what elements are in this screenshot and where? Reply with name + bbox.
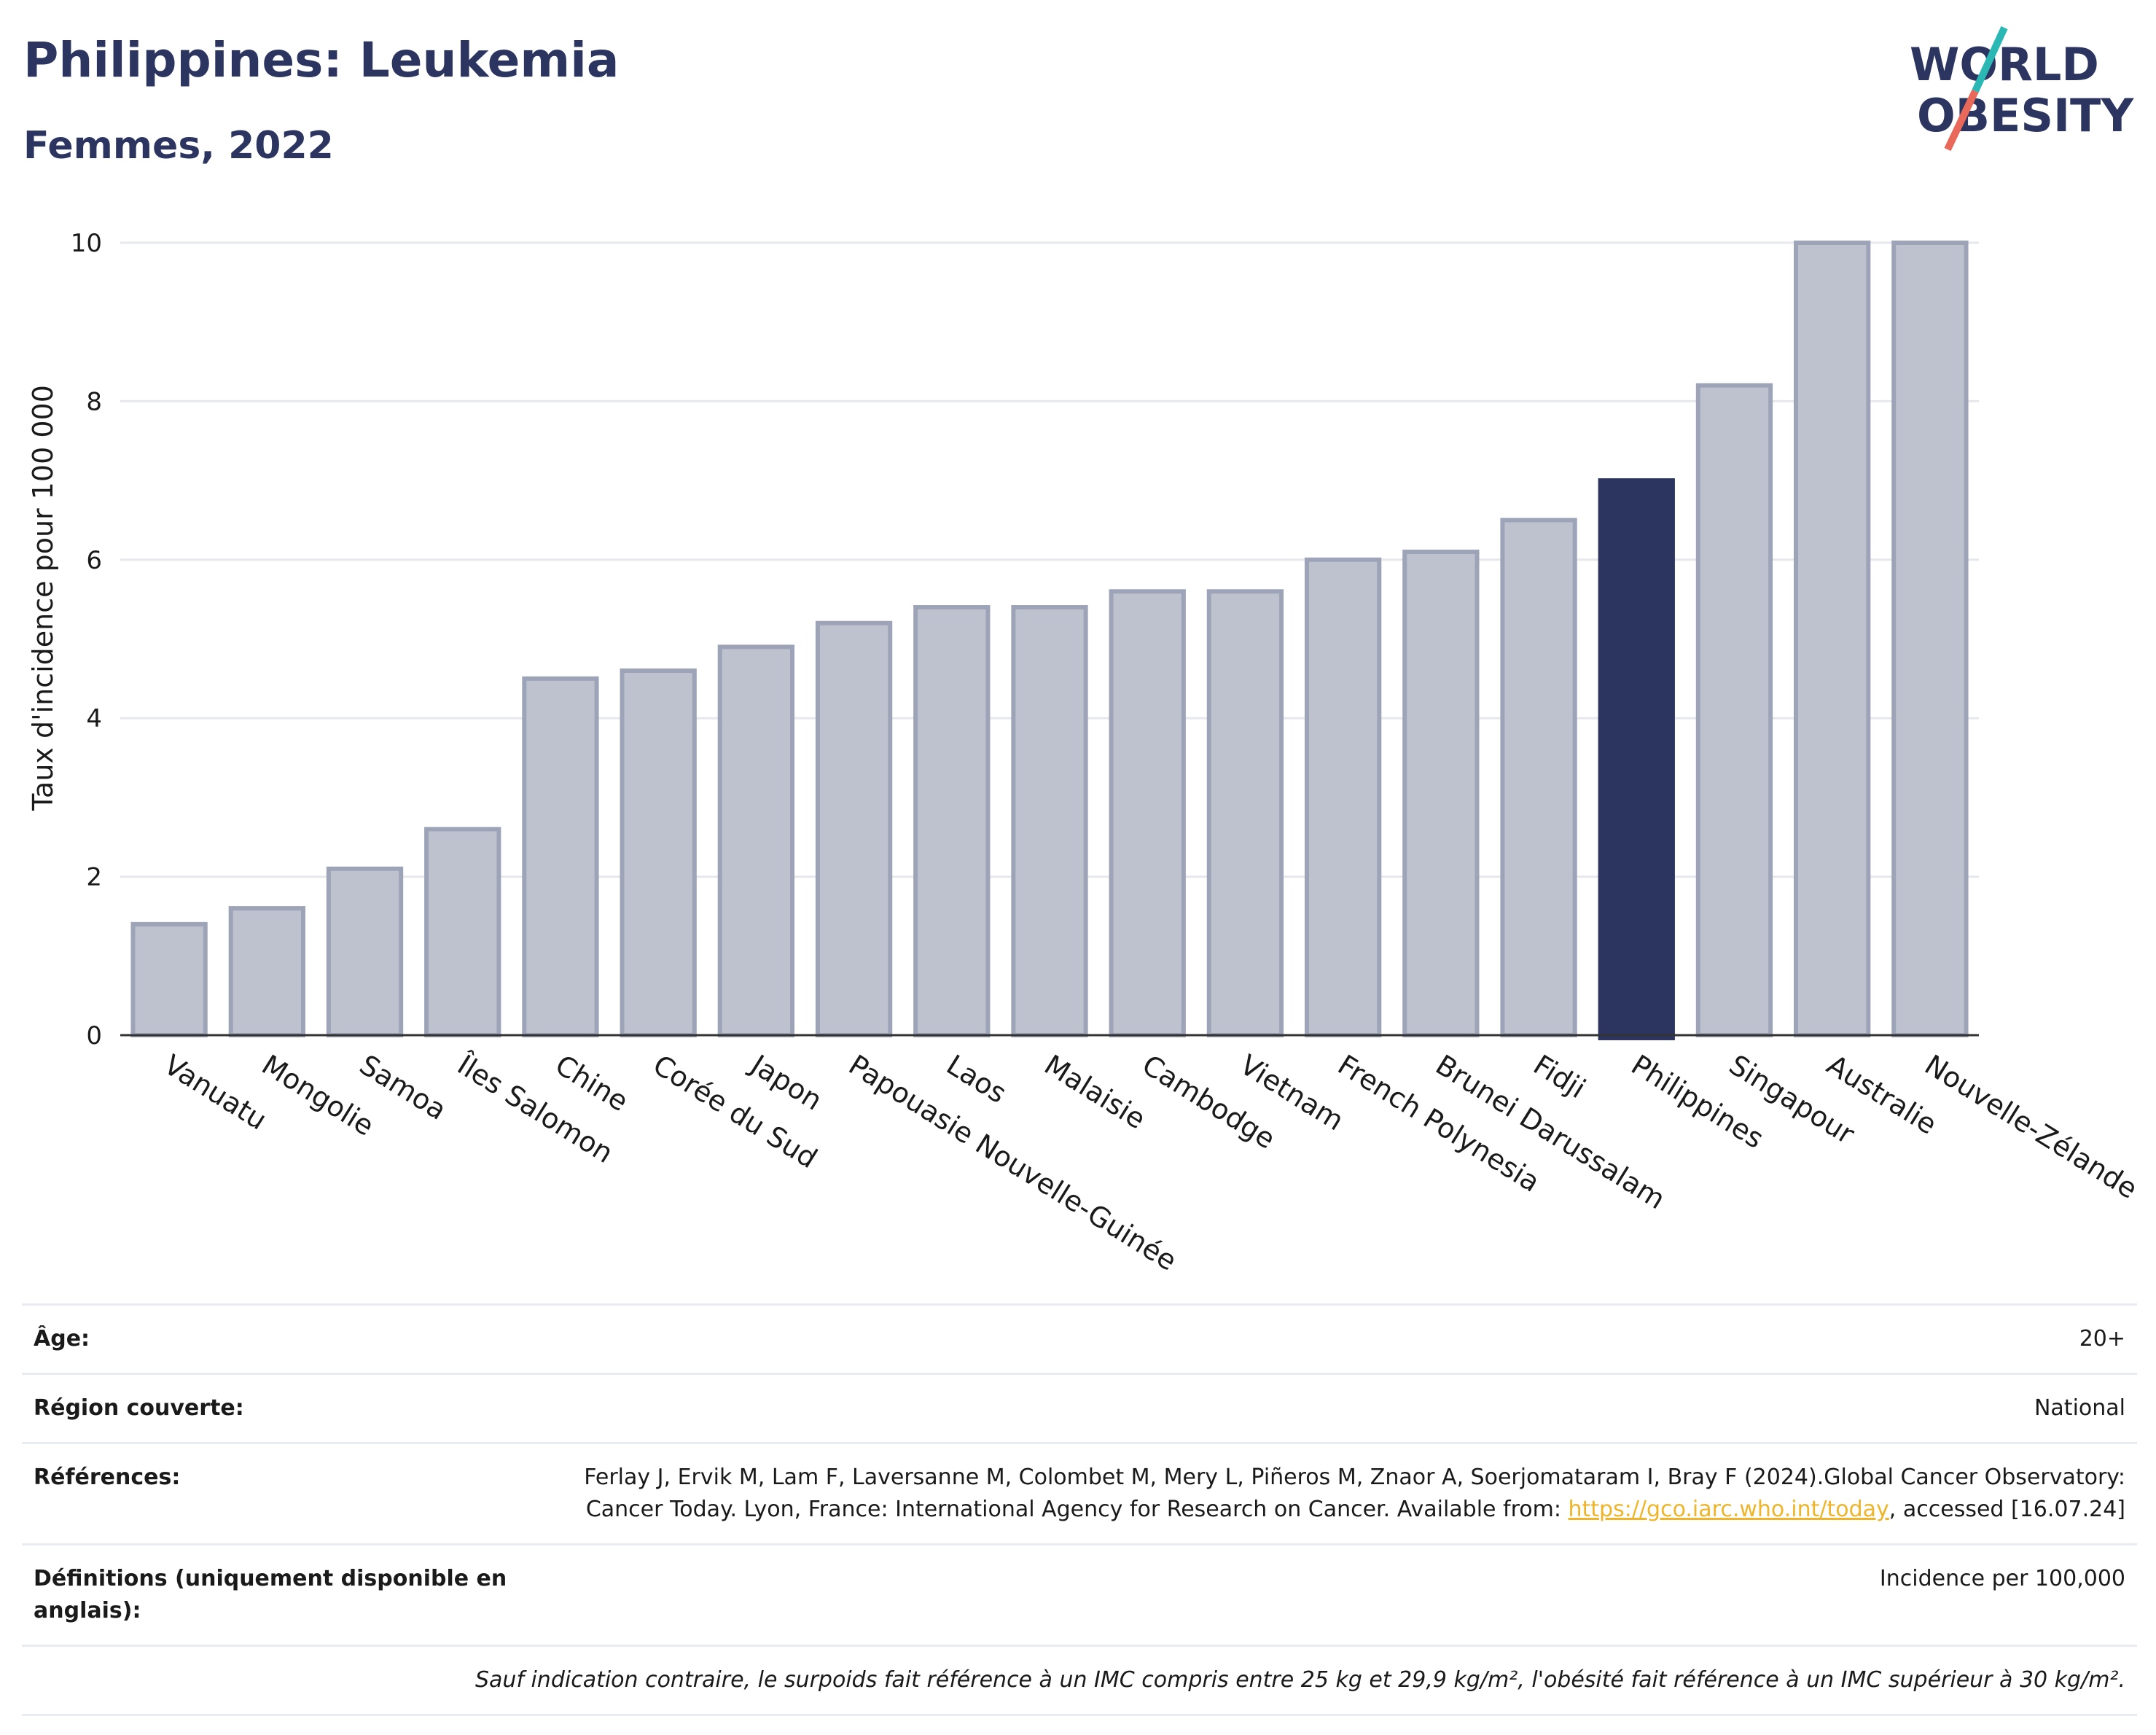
bar-9 [1011, 605, 1088, 1037]
x-tick-label: Malaisie [1039, 1048, 1151, 1135]
metadata-table: Âge: 20+ Région couverte: National Référ… [22, 1303, 2137, 1716]
page-subtitle: Femmes, 2022 [23, 124, 334, 168]
bar-10 [1109, 589, 1186, 1037]
x-tick-label: Papouasie Nouvelle-Guinée [843, 1048, 1182, 1277]
meta-defs-label: Définitions (uniquement disponible en an… [34, 1566, 507, 1623]
bar-15 [1598, 478, 1675, 1040]
y-tick-label: 4 [86, 704, 102, 733]
meta-row-references: Références: Ferlay J, Ervik M, Lam F, La… [22, 1442, 2137, 1543]
x-tick-label: Mongolie [257, 1048, 380, 1142]
meta-defs-value: Incidence per 100,000 [1879, 1566, 2125, 1591]
meta-region-label: Région couverte: [34, 1395, 244, 1421]
y-tick-label: 2 [86, 863, 102, 892]
bar-11 [1206, 589, 1284, 1037]
meta-row-definitions: Définitions (uniquement disponible en an… [22, 1543, 2137, 1645]
world-obesity-logo: WORLD OBESITY [1910, 26, 2134, 152]
bar-6 [717, 644, 795, 1037]
bar-1 [228, 906, 305, 1037]
bar-2 [326, 866, 404, 1037]
x-tick-label: Vanuatu [158, 1048, 272, 1136]
y-tick-label: 6 [86, 546, 102, 575]
x-tick-label: Laos [941, 1048, 1012, 1110]
bar-16 [1695, 383, 1773, 1037]
bar-12 [1304, 557, 1382, 1037]
meta-age-label: Âge: [34, 1326, 90, 1352]
x-tick-label: Nouvelle-Zélande [1919, 1048, 2143, 1205]
y-tick-label: 10 [71, 229, 102, 258]
meta-age-value: 20+ [2079, 1326, 2125, 1352]
logo-word-1: WORLD [1910, 38, 2099, 91]
bar-5 [620, 668, 697, 1037]
meta-row-age: Âge: 20+ [22, 1303, 2137, 1373]
x-tick-label: Corée du Sud [647, 1048, 822, 1174]
meta-row-region: Région couverte: National [22, 1373, 2137, 1442]
y-axis-label: Taux d'incidence pour 100 000 [27, 385, 59, 811]
meta-refs-text: Ferlay J, Ervik M, Lam F, Laversanne M, … [584, 1465, 2125, 1522]
bar-7 [815, 620, 893, 1037]
meta-refs-label: Références: [34, 1465, 181, 1490]
meta-refs-value: Ferlay J, Ervik M, Lam F, Laversanne M, … [529, 1462, 2125, 1526]
meta-row-note: Sauf indication contraire, le surpoids f… [22, 1645, 2137, 1716]
bar-18 [1891, 241, 1969, 1037]
bar-13 [1402, 549, 1480, 1037]
bar-17 [1794, 241, 1871, 1037]
bar-8 [913, 605, 991, 1037]
logo-slash-red [1944, 89, 1979, 152]
meta-region-value: National [2034, 1395, 2125, 1421]
page-title: Philippines: Leukemia [23, 32, 620, 88]
y-tick-label: 8 [86, 387, 102, 416]
bars-layer [130, 241, 1969, 1040]
bar-0 [130, 921, 208, 1037]
meta-note: Sauf indication contraire, le surpoids f… [474, 1667, 2125, 1693]
bar-14 [1500, 518, 1577, 1037]
reference-link[interactable]: https://gco.iarc.who.int/today [1568, 1497, 1889, 1522]
y-tick-label: 0 [86, 1021, 102, 1050]
meta-refs-tail: , accessed [16.07.24] [1889, 1497, 2125, 1522]
bar-3 [424, 827, 501, 1037]
x-tick-label: Fidji [1528, 1048, 1591, 1104]
logo-slash-teal [1972, 26, 2008, 93]
bar-4 [522, 676, 599, 1037]
